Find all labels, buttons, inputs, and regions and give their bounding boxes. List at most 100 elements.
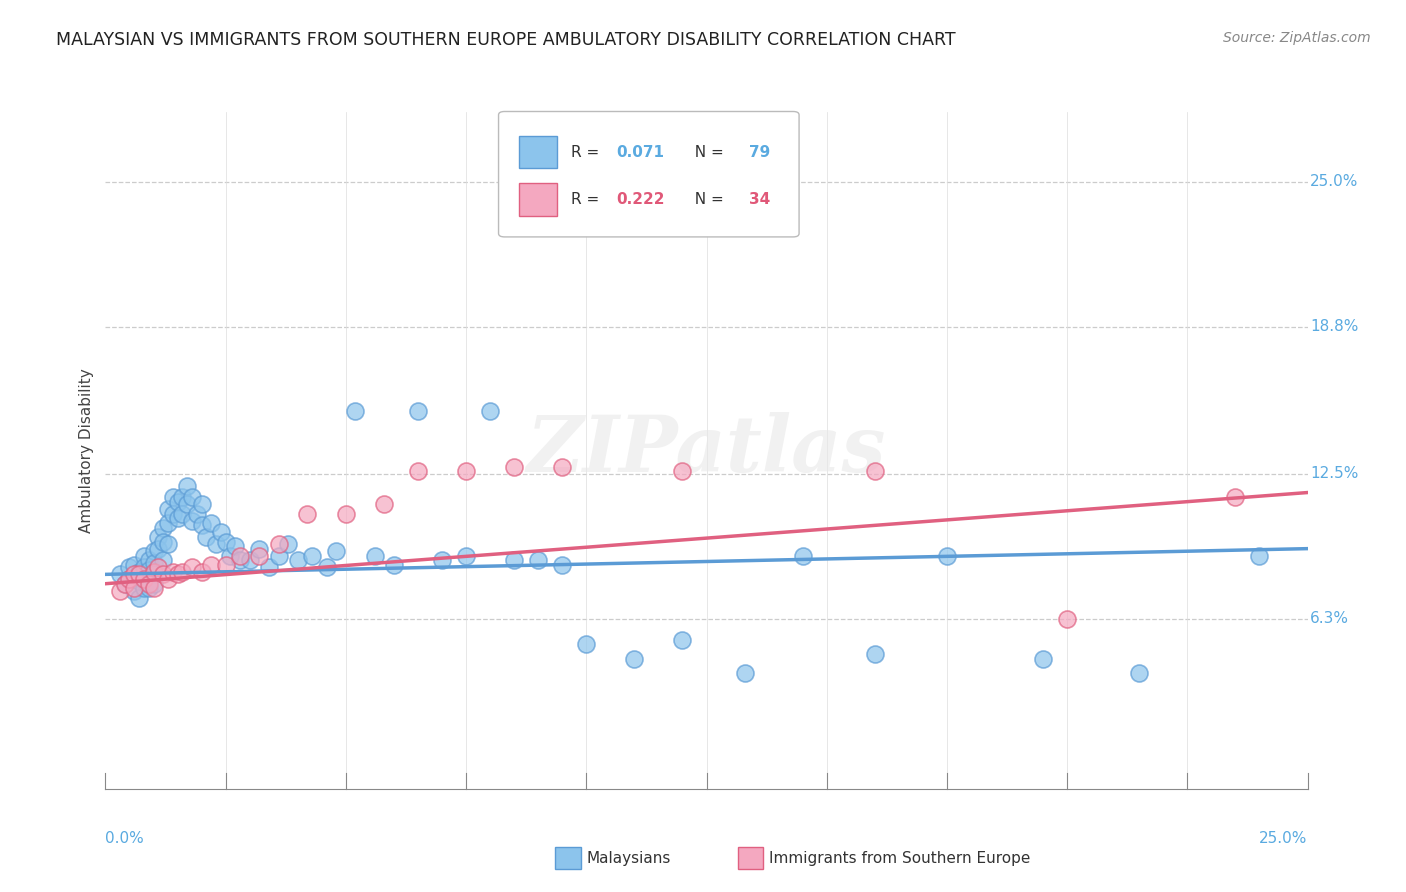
Point — [142, 567, 165, 582]
Text: Malaysians: Malaysians — [586, 851, 671, 865]
Point — [166, 567, 188, 582]
Point — [734, 665, 756, 680]
Point — [479, 403, 502, 417]
Point — [527, 553, 550, 567]
Point — [148, 541, 170, 556]
Point — [152, 567, 174, 582]
Text: 79: 79 — [748, 145, 770, 160]
Point — [132, 582, 155, 596]
Point — [181, 514, 204, 528]
Point — [128, 565, 150, 579]
Point — [792, 549, 814, 563]
Point — [181, 560, 204, 574]
Point — [373, 497, 395, 511]
Point — [257, 560, 280, 574]
Point — [138, 563, 160, 577]
Point — [430, 553, 453, 567]
Point — [152, 553, 174, 567]
Point — [148, 530, 170, 544]
Point — [176, 497, 198, 511]
Point — [156, 516, 179, 530]
Point — [200, 516, 222, 530]
Text: R =: R = — [571, 145, 603, 160]
Point — [1056, 612, 1078, 626]
Point — [382, 558, 405, 572]
Point — [863, 465, 886, 479]
Point — [181, 490, 204, 504]
Text: R =: R = — [571, 192, 603, 207]
Text: N =: N = — [685, 145, 728, 160]
Point — [247, 541, 270, 556]
Point — [190, 565, 212, 579]
Point — [162, 507, 184, 521]
Point — [267, 537, 290, 551]
Point — [124, 572, 146, 586]
Text: 25.0%: 25.0% — [1260, 831, 1308, 847]
Text: N =: N = — [685, 192, 728, 207]
Point — [108, 567, 131, 582]
Point — [142, 544, 165, 558]
Point — [142, 565, 165, 579]
Text: 0.222: 0.222 — [616, 192, 665, 207]
Point — [128, 591, 150, 605]
Point — [406, 465, 429, 479]
Point — [152, 520, 174, 534]
Point — [575, 638, 598, 652]
Text: ZIPatlas: ZIPatlas — [527, 412, 886, 489]
Point — [863, 647, 886, 661]
Point — [172, 490, 194, 504]
Point — [1249, 549, 1271, 563]
Point — [124, 567, 146, 582]
Point — [551, 459, 574, 474]
Point — [936, 549, 959, 563]
Text: 12.5%: 12.5% — [1310, 467, 1358, 482]
Point — [671, 632, 693, 647]
Point — [229, 553, 252, 567]
Point — [156, 502, 179, 516]
Point — [132, 549, 155, 563]
FancyBboxPatch shape — [499, 112, 799, 237]
Text: Immigrants from Southern Europe: Immigrants from Southern Europe — [769, 851, 1031, 865]
Point — [156, 572, 179, 586]
Point — [124, 583, 146, 598]
Text: MALAYSIAN VS IMMIGRANTS FROM SOUTHERN EUROPE AMBULATORY DISABILITY CORRELATION C: MALAYSIAN VS IMMIGRANTS FROM SOUTHERN EU… — [56, 31, 956, 49]
Point — [1032, 651, 1054, 665]
Point — [138, 582, 160, 596]
Point — [186, 507, 208, 521]
Point — [118, 572, 141, 586]
Point — [132, 560, 155, 574]
Point — [200, 558, 222, 572]
Point — [454, 549, 477, 563]
Point — [162, 565, 184, 579]
Point — [190, 518, 212, 533]
Point — [671, 465, 693, 479]
Bar — [519, 136, 557, 169]
Text: 6.3%: 6.3% — [1310, 611, 1348, 626]
Point — [344, 403, 367, 417]
Point — [166, 511, 188, 525]
Point — [503, 553, 526, 567]
Point — [277, 537, 299, 551]
Point — [195, 530, 218, 544]
Bar — [519, 184, 557, 216]
Point — [128, 574, 150, 589]
Point — [287, 553, 309, 567]
Point — [190, 497, 212, 511]
Point — [118, 572, 141, 586]
Point — [142, 582, 165, 596]
Point — [267, 549, 290, 563]
Point — [205, 537, 228, 551]
Point — [142, 556, 165, 570]
Point — [176, 478, 198, 492]
Point — [148, 560, 170, 574]
Point — [172, 507, 194, 521]
Point — [247, 549, 270, 563]
Point — [156, 537, 179, 551]
Point — [114, 576, 136, 591]
Point — [132, 574, 155, 589]
Point — [166, 495, 188, 509]
Point — [142, 576, 165, 591]
Text: Source: ZipAtlas.com: Source: ZipAtlas.com — [1223, 31, 1371, 45]
Point — [551, 558, 574, 572]
Point — [503, 459, 526, 474]
